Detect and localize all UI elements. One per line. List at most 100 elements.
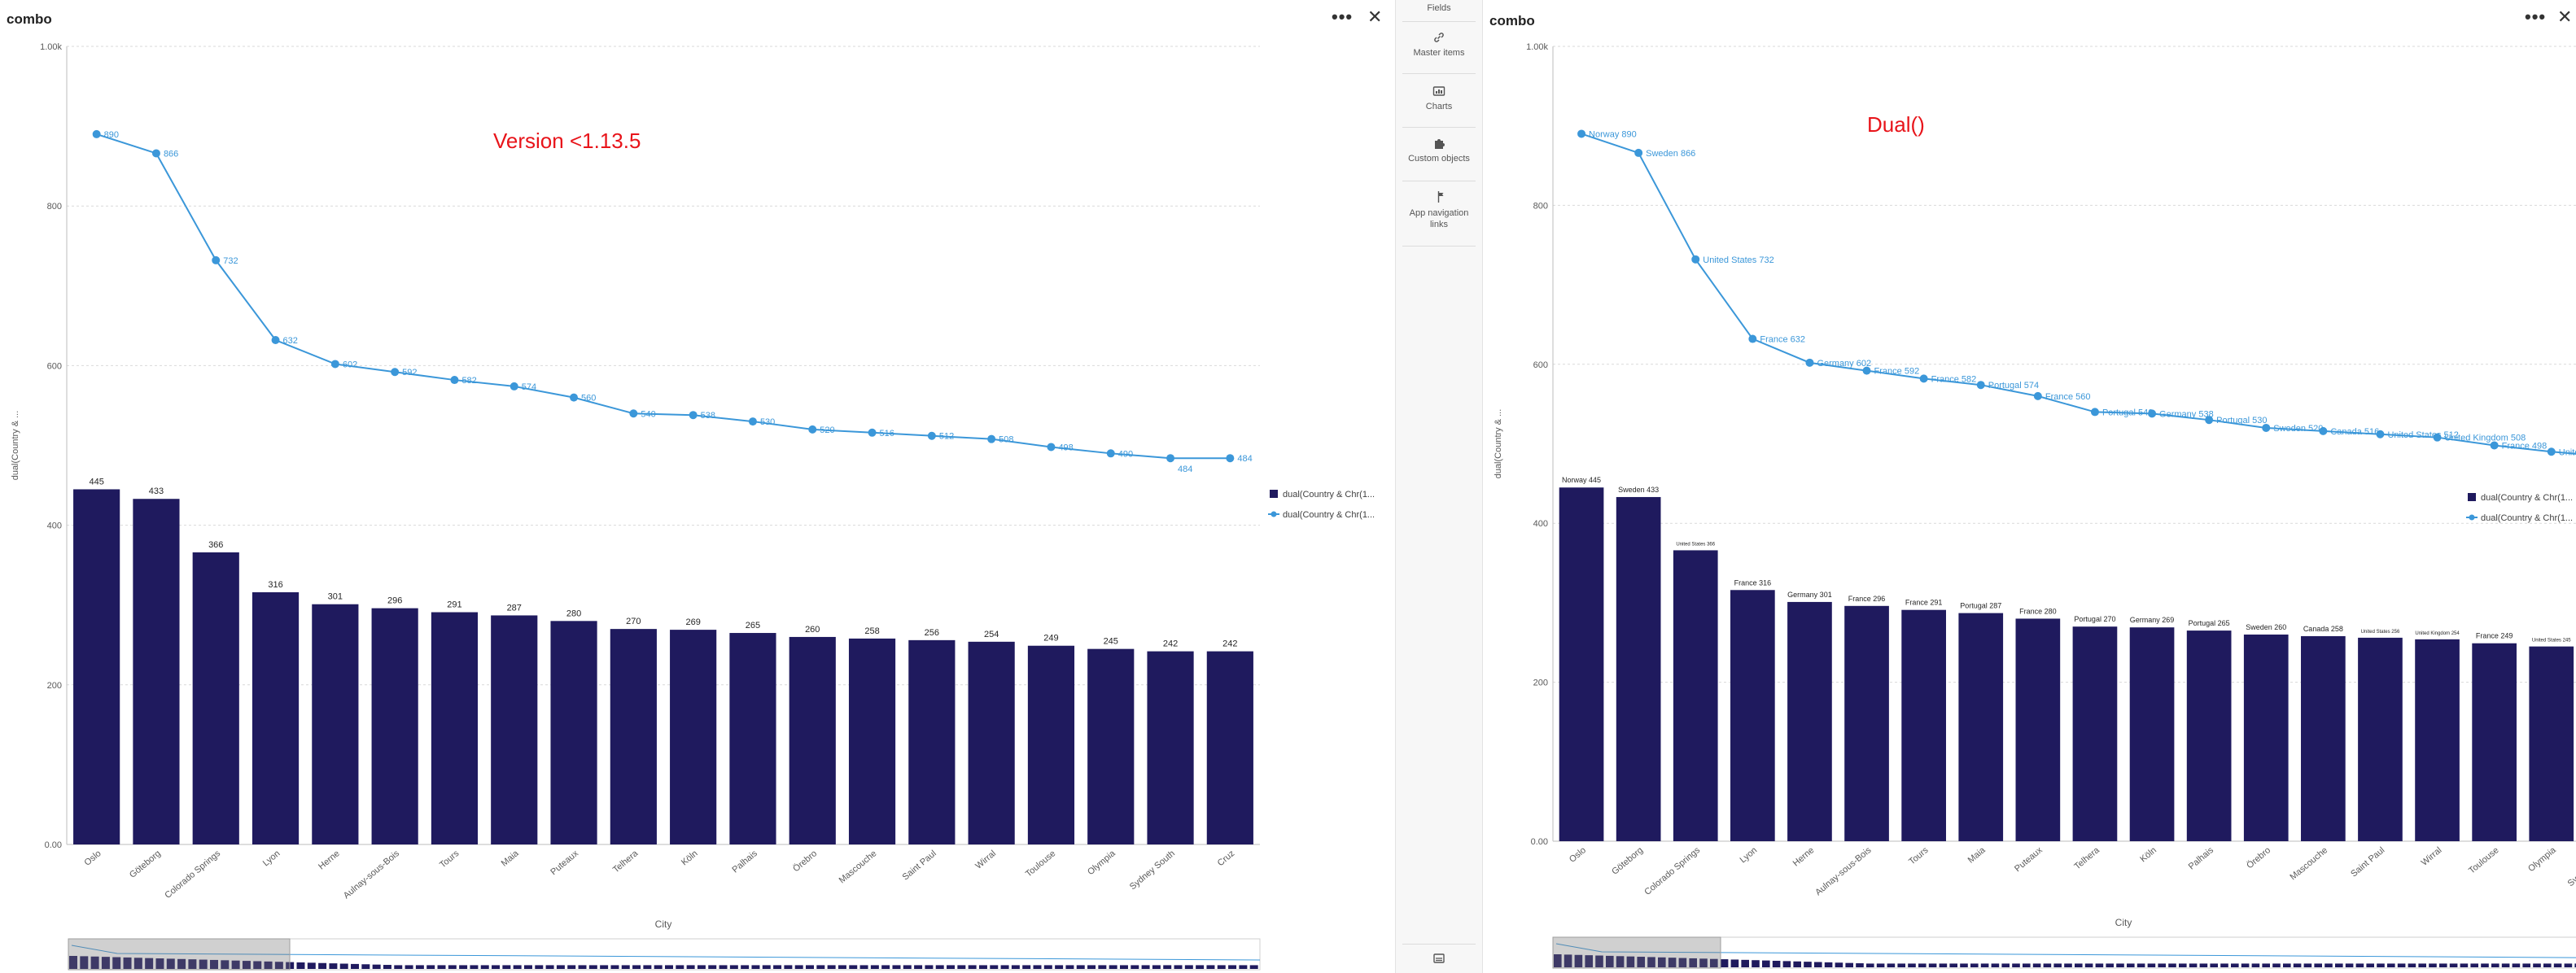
mini-bar (448, 965, 457, 969)
mini-chart-scrollbar[interactable] (68, 938, 1261, 971)
line-point (2148, 409, 2157, 418)
mini-bar (870, 965, 879, 969)
x-tick-label: Oslo (1568, 845, 1588, 865)
mini-bar (2116, 963, 2124, 967)
line-point (987, 434, 996, 443)
bar (1027, 645, 1075, 844)
bar-value-label: Portugal 265 (2189, 619, 2230, 627)
mini-chart-selection (68, 938, 291, 971)
rail-item-label: App navigation links (1409, 208, 1469, 229)
mini-bar (361, 964, 370, 969)
x-tick-label: Göteborg (1610, 845, 1645, 877)
bar (670, 630, 717, 844)
mini-bar (1217, 965, 1226, 969)
bar (371, 608, 418, 844)
mini-bar (2574, 963, 2576, 967)
line-value-label: Germany 602 (1817, 359, 1871, 369)
bar-value-label: United States 245 (2532, 639, 2571, 644)
mini-bar (1141, 965, 1150, 969)
mini-bar (1174, 965, 1183, 969)
legend-label: dual(Country & Chr(1... (2481, 513, 2573, 523)
mini-bar (741, 965, 750, 969)
bar-value-label: 260 (805, 625, 820, 635)
mini-bar (1689, 958, 1697, 967)
mini-bar (1595, 955, 1603, 967)
bar (968, 641, 1015, 844)
bar-value-label: 280 (566, 609, 581, 618)
mini-bar (600, 965, 609, 969)
bar (789, 636, 836, 844)
assets-panel: Fields Master items Charts Custom object… (1395, 0, 1483, 973)
bar (2529, 646, 2574, 841)
bar-value-label: Canada 258 (2303, 625, 2343, 633)
line-point (212, 255, 221, 264)
line-point (1634, 148, 1643, 157)
mini-bar (69, 956, 77, 969)
mini-bar (1033, 965, 1042, 969)
mini-bar (188, 959, 197, 969)
x-tick-label: Mascouche (2288, 845, 2329, 882)
mini-bar (123, 957, 132, 969)
bar (1844, 605, 1889, 841)
line-value-label: Portugal 540 (2102, 408, 2153, 417)
more-options-button[interactable]: ••• (2525, 7, 2547, 27)
x-tick-label: Herne (1791, 845, 1817, 868)
bar-value-label: 269 (685, 617, 700, 627)
rail-item-custom-objects[interactable]: Custom objects (1396, 137, 1482, 164)
mini-bar (2084, 963, 2093, 967)
bar (908, 639, 956, 844)
mini-bar (264, 961, 273, 969)
mini-bar (383, 965, 391, 969)
line-point (629, 409, 638, 418)
close-button[interactable]: ✕ (1367, 7, 1383, 27)
bar (2301, 635, 2346, 841)
mini-bar (762, 965, 771, 969)
mini-bar (881, 965, 890, 969)
mini-bar (523, 965, 532, 969)
right-chart-panel: combo ••• ✕ 0.00 200 400 600 800 1.00k dual(Co… (1483, 0, 2576, 973)
line-point (2205, 416, 2214, 425)
mini-bar (2355, 963, 2364, 967)
mini-bar (2262, 963, 2270, 967)
rail-item-app-navigation-links[interactable]: App navigation links (1396, 190, 1482, 230)
mini-bar (459, 965, 468, 969)
y-tick-label: 600 (47, 361, 62, 371)
rail-item-label: Fields (1427, 3, 1451, 13)
mini-bar (2512, 963, 2521, 967)
line-value-label: Norway 890 (1589, 129, 1637, 139)
line-value-label: Portugal 530 (2216, 416, 2267, 425)
mini-bar (990, 965, 999, 969)
line-value-label: 732 (223, 256, 238, 266)
x-axis-title: City (655, 918, 672, 930)
mini-bar (2189, 963, 2198, 967)
rail-item-charts[interactable]: Charts (1396, 85, 1482, 111)
mini-bar (1000, 965, 1009, 969)
mini-bar (1131, 965, 1139, 969)
mini-bar (1782, 961, 1791, 967)
mini-chart-scrollbar[interactable] (1552, 936, 2576, 969)
line-point (868, 428, 877, 437)
bar (1787, 601, 1832, 841)
mini-bar (1897, 963, 1905, 967)
legend-line-swatch (2469, 514, 2475, 521)
mini-bar (2439, 963, 2447, 967)
rail-item-fields[interactable]: Fields (1396, 3, 1482, 13)
line-point (689, 411, 698, 420)
rail-item-master-items[interactable]: Master items (1396, 31, 1482, 58)
sheet-button[interactable] (1396, 952, 1482, 969)
mini-bar (1866, 963, 1874, 967)
mini-bar (1876, 963, 1885, 967)
mini-bar (2241, 963, 2250, 967)
mini-bar (2210, 963, 2218, 967)
bar-value-label: 265 (746, 621, 760, 630)
mini-bar (2231, 963, 2239, 967)
more-options-button[interactable]: ••• (1332, 7, 1354, 27)
mini-bar (1554, 954, 1562, 967)
x-tick-label: Telhera (611, 849, 641, 875)
line-value-label: Germany 538 (2159, 409, 2214, 419)
close-button[interactable]: ✕ (2557, 7, 2573, 27)
mini-bar (2325, 963, 2333, 967)
mini-bar (1741, 959, 1749, 967)
line-point (2033, 391, 2042, 400)
line-point (2547, 447, 2556, 456)
